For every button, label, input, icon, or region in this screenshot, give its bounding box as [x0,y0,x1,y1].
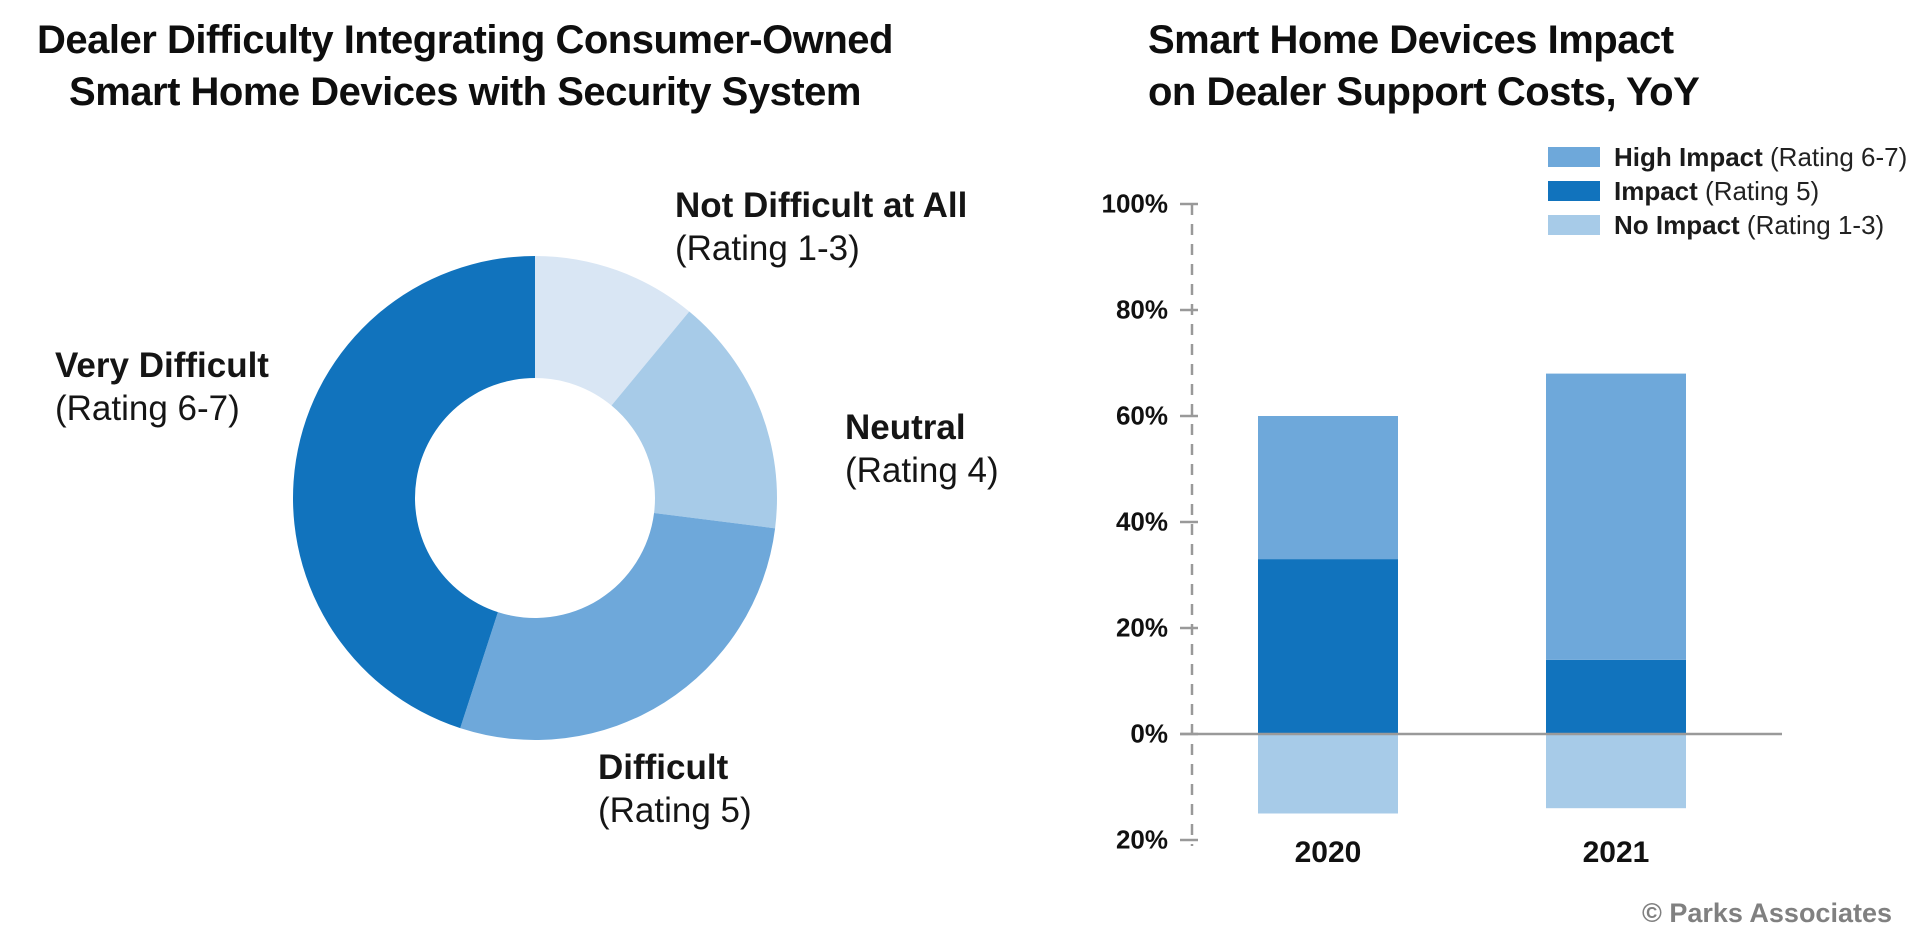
legend-item-high-impact: High Impact (Rating 6-7) [1548,140,1907,174]
legend-rating-high-impact: (Rating 6-7) [1762,141,1908,172]
bar-2020-no-impact [1258,734,1398,814]
bar-chart-legend: High Impact (Rating 6-7) Impact (Rating … [1548,140,1907,242]
bar-2021-impact [1546,659,1686,734]
donut-slice-4 [292,256,535,729]
legend-label-high-impact: High Impact [1614,141,1763,172]
donut-label-neutral-name: Neutral [845,408,966,447]
y-tick-label-2: 60% [1115,400,1168,431]
donut-label-very-difficult-rating: (Rating 6-7) [55,389,240,428]
y-tick-label-1: 80% [1115,294,1168,325]
legend-swatch-impact [1548,181,1600,201]
donut-label-very-difficult-name: Very Difficult [55,346,269,385]
y-tick-label-4: 20% [1115,612,1168,643]
stacked-bar-chart [1258,373,1686,814]
legend-rating-impact: (Rating 5) [1697,175,1820,206]
donut-slice-3 [460,513,776,740]
donut-label-very-difficult: Very Difficult (Rating 6-7) [55,344,269,430]
donut-label-neutral: Neutral (Rating 4) [845,406,999,492]
left-title-line1: Dealer Difficulty Integrating Consumer-O… [37,18,893,62]
bar-2020-impact [1258,559,1398,734]
donut-label-neutral-rating: (Rating 4) [845,451,999,490]
bar-chart-axis [1180,202,1198,846]
donut-label-not-difficult: Not Difficult at All (Rating 1-3) [675,184,967,270]
donut-slice-1 [535,256,690,406]
donut-label-not-difficult-rating: (Rating 1-3) [675,229,860,268]
donut-label-difficult: Difficult (Rating 5) [598,746,752,832]
legend-label-impact: Impact [1614,175,1698,206]
donut-label-difficult-name: Difficult [598,748,729,787]
y-tick-label-3: 40% [1115,506,1168,537]
y-tick-label-0: 100% [1101,188,1169,219]
x-category-label-2020: 2020 [1294,836,1362,869]
legend-rating-no-impact: (Rating 1-3) [1739,209,1885,240]
right-chart-title: Smart Home Devices Impact on Dealer Supp… [1148,14,1848,118]
copyright-credit: © Parks Associates [1641,898,1892,928]
legend-swatch-no-impact [1548,215,1600,235]
legend-item-no-impact: No Impact (Rating 1-3) [1548,208,1907,242]
legend-item-impact: Impact (Rating 5) [1548,174,1907,208]
donut-label-not-difficult-name: Not Difficult at All [675,186,968,225]
right-title-line1: Smart Home Devices Impact [1148,18,1674,62]
y-tick-label-6: 20% [1115,824,1168,855]
bar-2021-high-impact [1546,373,1686,660]
y-tick-label-5: 0% [1130,718,1168,749]
donut-slice-2 [611,311,777,529]
left-title-line2: Smart Home Devices with Security System [69,70,861,114]
legend-swatch-high-impact [1548,147,1600,167]
donut-label-difficult-rating: (Rating 5) [598,791,752,830]
bar-2020-high-impact [1258,416,1398,560]
legend-label-no-impact: No Impact [1614,209,1740,240]
bar-2021-no-impact [1546,734,1686,809]
x-category-label-2021: 2021 [1582,836,1650,869]
donut-chart [292,256,777,740]
left-chart-title: Dealer Difficulty Integrating Consumer-O… [0,14,930,118]
right-title-line2: on Dealer Support Costs, YoY [1148,70,1700,114]
